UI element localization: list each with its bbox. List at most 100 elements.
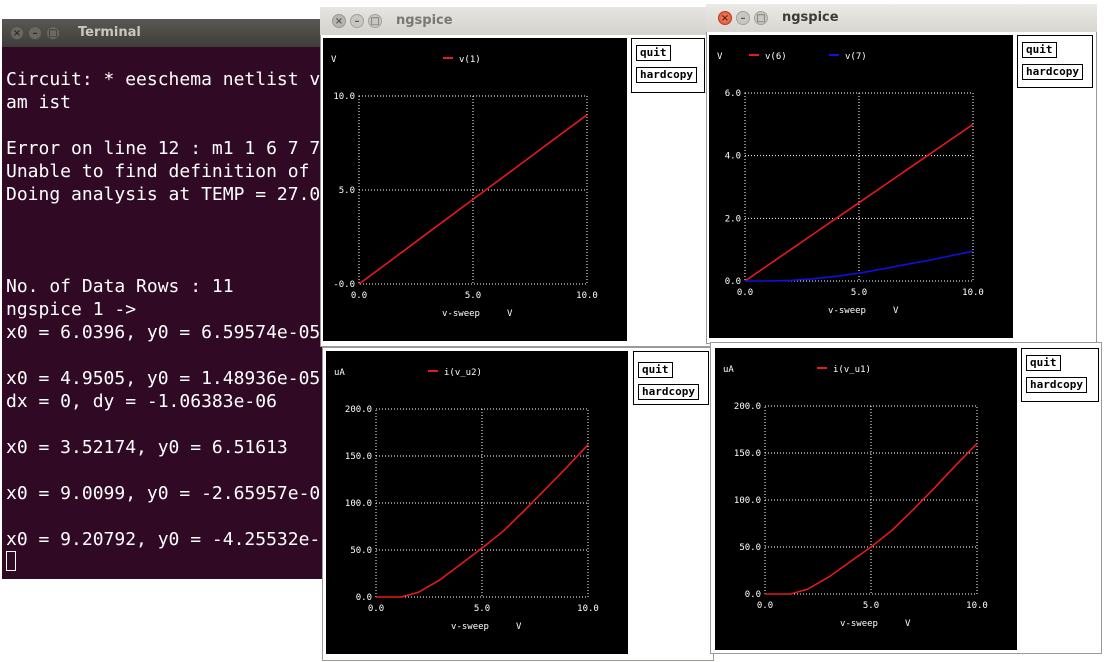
quit-button[interactable]: quit: [1026, 355, 1061, 371]
y-tick-label: 50.0: [739, 543, 761, 553]
series-line: [744, 123, 974, 282]
close-icon[interactable]: ×: [332, 14, 346, 28]
legend-label: i(v_u2): [444, 368, 482, 378]
plot-area[interactable]: 0.0 50.0 100.0 150.0 200.0 0.0 5.0 10.0 uA v-swee…: [715, 348, 1017, 650]
series-line: [765, 443, 978, 595]
x-tick-label: 0.0: [737, 288, 753, 298]
maximize-icon[interactable]: □: [754, 11, 768, 25]
terminal-line: No. of Data Rows : 11: [6, 276, 234, 297]
terminal-line: x0 = 4.9505, y0 = 1.48936e-05: [6, 368, 321, 389]
plot-area[interactable]: 0.0 50.0 100.0 150.0 200.0 0.0 5.0 10.0 uA v-swee…: [326, 351, 628, 654]
ngspice-body: 0.0 50.0 100.0 150.0 200.0 0.0 5.0 10.0 uA v-swee…: [322, 347, 714, 661]
x-tick-label: 0.0: [351, 291, 367, 301]
plot-svg: -0.0 5.0 10.0 0.0 5.0 10.0 Vv-sweep Vv(1): [331, 55, 598, 319]
terminal-title: Terminal: [78, 25, 141, 40]
button-panel: quit hardcopy: [1021, 348, 1099, 402]
x-tick-label: 10.0: [962, 288, 984, 298]
x-tick-label: 5.0: [465, 291, 481, 301]
ngspice-window-i-vu1[interactable]: 0.0 50.0 100.0 150.0 200.0 0.0 5.0 10.0 uA v-swee…: [710, 342, 1102, 654]
y-tick-label: 2.0: [725, 214, 741, 224]
terminal-line: Circuit: * eeschema netlist v: [6, 69, 321, 90]
plot-svg: 0.0 2.0 4.0 6.0 0.0 5.0 10.0 Vv-sweep Vv(6) v(7): [717, 52, 984, 316]
x-tick-label: 5.0: [474, 604, 490, 614]
terminal-window[interactable]: × – □ Terminal Circuit: * eeschema netli…: [2, 19, 340, 579]
window-title: ngspice: [782, 10, 839, 25]
close-icon[interactable]: ×: [10, 26, 24, 40]
legend-label: v(7): [845, 52, 867, 62]
maximize-icon[interactable]: □: [46, 26, 60, 40]
x-tick-label: 10.0: [966, 601, 988, 611]
hardcopy-button[interactable]: hardcopy: [1026, 377, 1087, 393]
terminal-line: dx = 0, dy = -1.06383e-06: [6, 391, 277, 412]
y-tick-label: 100.0: [345, 499, 372, 509]
x-unit-label: V: [893, 306, 899, 316]
maximize-icon[interactable]: □: [368, 14, 382, 28]
y-unit-label: uA: [723, 365, 734, 375]
y-tick-label: 0.0: [356, 593, 372, 603]
button-panel: quit hardcopy: [631, 38, 705, 93]
y-tick-label: 150.0: [734, 449, 761, 459]
legend-label: v(1): [459, 55, 481, 65]
x-tick-label: 5.0: [851, 288, 867, 298]
y-tick-label: 10.0: [333, 92, 355, 102]
quit-button[interactable]: quit: [638, 362, 673, 378]
quit-button[interactable]: quit: [636, 45, 671, 61]
ngspice-titlebar[interactable]: × – □ ngspice: [320, 7, 714, 36]
x-axis-label: v-sweep: [828, 306, 866, 316]
y-tick-label: 0.0: [745, 590, 761, 600]
legend-label: v(6): [765, 52, 787, 62]
ngspice-window-i-vu2[interactable]: 0.0 50.0 100.0 150.0 200.0 0.0 5.0 10.0 uA v-swee…: [322, 347, 714, 661]
y-tick-label: -0.0: [333, 280, 355, 290]
x-axis-label: v-sweep: [451, 622, 489, 632]
y-tick-label: 4.0: [725, 152, 741, 162]
terminal-line: x0 = 3.52174, y0 = 6.51613: [6, 437, 288, 458]
x-axis-label: v-sweep: [442, 309, 480, 319]
series-line: [376, 444, 589, 598]
terminal-line: Error on line 12 : m1 1 6 7 7: [6, 138, 321, 159]
legend-label: i(v_u1): [833, 365, 871, 375]
plot-svg: 0.0 50.0 100.0 150.0 200.0 0.0 5.0 10.0 uA v-swee…: [723, 365, 988, 629]
x-axis-label: v-sweep: [840, 619, 878, 629]
series-line: [745, 250, 974, 282]
x-unit-label: V: [507, 309, 513, 319]
x-tick-label: 5.0: [863, 601, 879, 611]
x-tick-label: 10.0: [577, 604, 599, 614]
terminal-line: x0 = 9.20792, y0 = -4.25532e-: [6, 529, 321, 550]
y-tick-label: 5.0: [339, 186, 355, 196]
terminal-titlebar[interactable]: × – □ Terminal: [2, 19, 340, 48]
close-icon[interactable]: ×: [718, 11, 732, 25]
y-unit-label: uA: [334, 368, 345, 378]
x-tick-label: 0.0: [368, 604, 384, 614]
hardcopy-button[interactable]: hardcopy: [638, 384, 699, 400]
button-panel: quit hardcopy: [1017, 35, 1093, 88]
terminal-line: Doing analysis at TEMP = 27.0: [6, 184, 321, 205]
terminal-line: x0 = 9.0099, y0 = -2.65957e-0: [6, 483, 321, 504]
hardcopy-button[interactable]: hardcopy: [1022, 64, 1083, 80]
ngspice-titlebar[interactable]: × – □ ngspice: [706, 4, 1097, 33]
terminal-line: x0 = 6.0396, y0 = 6.59574e-05: [6, 322, 321, 343]
button-panel: quit hardcopy: [633, 351, 709, 405]
y-tick-label: 150.0: [345, 452, 372, 462]
y-tick-label: 0.0: [725, 277, 741, 287]
hardcopy-button[interactable]: hardcopy: [636, 67, 697, 83]
quit-button[interactable]: quit: [1022, 42, 1057, 58]
minimize-icon[interactable]: –: [350, 14, 364, 28]
x-unit-label: V: [516, 622, 522, 632]
y-tick-label: 200.0: [734, 402, 761, 412]
y-unit-label: V: [717, 52, 723, 62]
window-title: ngspice: [396, 13, 453, 28]
y-tick-label: 200.0: [345, 405, 372, 415]
x-tick-label: 0.0: [757, 601, 773, 611]
terminal-line: ngspice 1 ->: [6, 299, 137, 320]
minimize-icon[interactable]: –: [736, 11, 750, 25]
y-tick-label: 50.0: [350, 546, 372, 556]
x-tick-label: 10.0: [576, 291, 598, 301]
minimize-icon[interactable]: –: [28, 26, 42, 40]
terminal-output[interactable]: Circuit: * eeschema netlist v am ist Error…: [2, 47, 340, 579]
